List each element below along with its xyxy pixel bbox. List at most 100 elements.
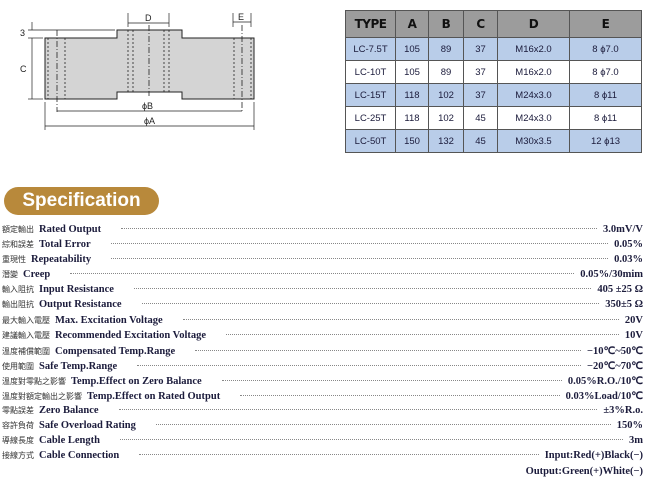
spec-value: 350±5 Ω [605, 299, 643, 311]
dot-leader [226, 333, 619, 335]
table-header-row: TYPE A B C D E [345, 10, 642, 38]
table-cell: 102 [428, 83, 464, 107]
table-cell: 45 [463, 129, 498, 153]
dot-leader [195, 349, 581, 351]
spec-value: ±3%R.o. [603, 405, 643, 417]
table-cell: 8 ϕ7.0 [569, 60, 642, 84]
spec-label-zh: 輸入阻抗 [2, 285, 34, 295]
table-cell: 89 [428, 60, 464, 84]
spec-label-zh: 導線長度 [2, 436, 34, 446]
table-cell: M24x3.0 [497, 83, 570, 107]
col-type: TYPE [345, 10, 396, 38]
spec-row: 綜和誤差 Total Error 0.05% [2, 239, 643, 254]
spec-row: 容許負荷 Safe Overload Rating 150% [2, 420, 643, 435]
table-cell: 89 [428, 37, 464, 61]
dot-leader [118, 409, 598, 411]
spec-row: 溫度對額定輸出之影響 Temp.Effect on Rated Output 0.0… [2, 390, 643, 405]
dim-label-phi-a: ϕA [144, 116, 155, 126]
spec-value: −20℃~70℃ [586, 360, 643, 372]
spec-label: Output Resistance [39, 299, 122, 311]
table-cell: M30x3.5 [497, 129, 570, 153]
load-cell-drawing: D E 3 C ϕB ϕA [20, 12, 255, 130]
table-row: LC-25T 118 102 45 M24x3.0 8 ϕ11 [345, 106, 642, 130]
spec-label: Rated Output [39, 224, 102, 235]
table-cell: LC-25T [345, 106, 396, 130]
dot-leader [121, 228, 598, 229]
dim-label-phi-b: ϕB [142, 101, 153, 111]
spec-value: 3m [629, 435, 643, 447]
col-b: B [428, 10, 464, 38]
table-cell: 132 [428, 129, 464, 153]
spec-label-zh: 使用範圍 [2, 361, 34, 371]
spec-value: 150% [616, 420, 643, 432]
spec-label-zh: 最大輸入電壓 [2, 315, 50, 325]
dot-leader [182, 318, 619, 320]
dot-leader [141, 303, 600, 305]
spec-value: 0.03% [614, 254, 643, 266]
spec-label-zh: 輸出阻抗 [2, 300, 34, 310]
dot-leader [240, 395, 560, 397]
spec-label-zh: 潛變 [2, 270, 18, 280]
spec-row-continuation: Output:Green(+)White(−) [2, 466, 643, 481]
spec-value: 10V [624, 329, 643, 341]
dot-leader [119, 439, 623, 441]
spec-value: Input:Red(+)Black(−) [544, 450, 643, 462]
dot-leader [133, 288, 592, 290]
spec-row: 溫度對零點之影響 Temp.Effect on Zero Balance 0.05%… [2, 375, 643, 390]
spec-row: 溫度補償範圍 Compensated Temp.Range −10℃~50℃ [2, 345, 643, 360]
spec-row: 重現性 Repeatability 0.03% [2, 254, 643, 269]
spec-label-zh: 重現性 [2, 255, 26, 265]
section-title-badge: Specification [4, 187, 159, 215]
table-cell: 102 [428, 106, 464, 130]
col-d: D [497, 10, 570, 38]
table-cell: LC-50T [345, 129, 396, 153]
spec-label: Zero Balance [39, 405, 99, 417]
table-cell: 8 ϕ11 [569, 106, 642, 130]
spec-row: 潛變 Creep 0.05%/30mim [2, 269, 643, 284]
table-cell: 118 [395, 83, 429, 107]
dim-label-e: E [238, 12, 244, 22]
table-cell: 150 [395, 129, 429, 153]
spec-value: 20V [624, 314, 643, 326]
dot-leader [110, 243, 609, 245]
spec-row: 導線長度 Cable Length 3m [2, 435, 643, 450]
spec-value: 0.05%/30mim [580, 269, 643, 281]
load-cell-body [44, 29, 255, 100]
spec-label: Input Resistance [39, 284, 114, 296]
spec-label: Recommended Excitation Voltage [55, 329, 207, 341]
dot-leader [139, 454, 539, 456]
dot-leader [221, 379, 562, 381]
table-cell: 37 [463, 83, 498, 107]
spec-label: Repeatability [31, 254, 92, 266]
table-cell: 118 [395, 106, 429, 130]
dimension-table: TYPE A B C D E LC-7.5T 105 89 37 M16x2.0 8 ϕ7… [345, 10, 642, 153]
table-cell: 8 ϕ11 [569, 83, 642, 107]
spec-label: Temp.Effect on Zero Balance [71, 375, 202, 387]
spec-value: 405 ±25 Ω [597, 284, 643, 296]
spec-row: 額定輸出 Rated Output 3.0mV/V [2, 224, 643, 239]
spec-value: 0.05% [614, 239, 643, 251]
spec-label-zh: 溫度補償範圍 [2, 346, 50, 356]
spec-label-zh: 建議輸入電壓 [2, 330, 50, 340]
table-cell: 45 [463, 106, 498, 130]
table-cell: M24x3.0 [497, 106, 570, 130]
spec-row: 最大輸入電壓 Max. Excitation Voltage 20V [2, 315, 643, 330]
table-row: LC-15T 118 102 37 M24x3.0 8 ϕ11 [345, 83, 642, 107]
spec-label-zh: 額定輸出 [2, 225, 34, 234]
table-row: LC-7.5T 105 89 37 M16x2.0 8 ϕ7.0 [345, 37, 642, 61]
spec-label-zh: 溫度對額定輸出之影響 [2, 392, 82, 402]
table-cell: 8 ϕ7.0 [569, 37, 642, 61]
spec-value: −10℃~50℃ [586, 345, 643, 357]
spec-label: Total Error [39, 239, 91, 251]
spec-row: 輸入阻抗 Input Resistance 405 ±25 Ω [2, 284, 643, 299]
spec-row: 使用範圍 Safe Temp.Range −20℃~70℃ [2, 360, 643, 375]
dot-leader [70, 273, 575, 275]
table-cell: 37 [463, 37, 498, 61]
dim-label-d: D [145, 13, 152, 23]
table-cell: LC-10T [345, 60, 396, 84]
dot-leader [155, 424, 611, 426]
table-cell: 105 [395, 37, 429, 61]
spec-label-zh: 容許負荷 [2, 421, 34, 431]
spec-label: Creep [23, 269, 51, 281]
dot-leader [111, 258, 609, 260]
